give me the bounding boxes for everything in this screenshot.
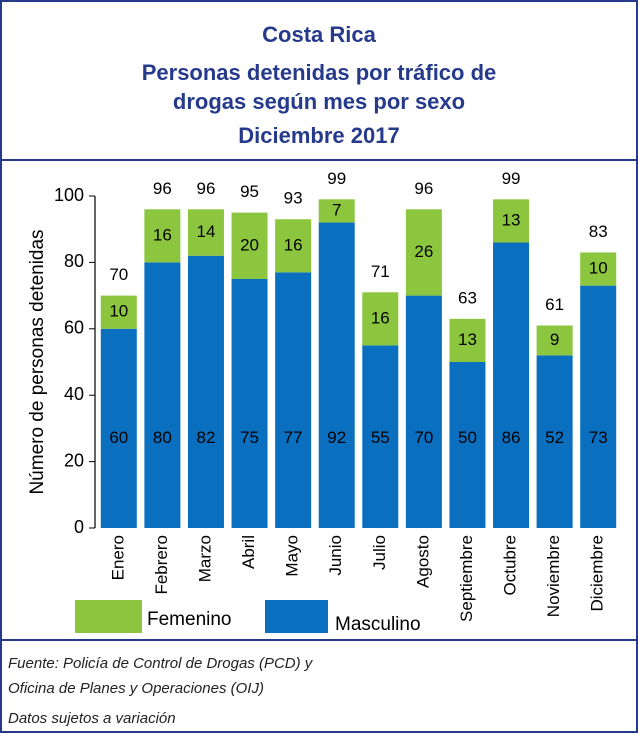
total-label: 96 [414,179,433,198]
bar-segment [187,209,224,256]
bar-segment [536,355,573,528]
x-tick-label: Noviembre [544,535,563,617]
data-label: 82 [196,428,215,447]
bar-segment [493,199,530,243]
bar-segment [231,279,268,528]
bar-segment [493,242,530,529]
title: Costa Rica [262,22,376,47]
data-label: 77 [284,428,303,447]
data-label: 86 [502,428,521,447]
data-label: 70 [414,428,433,447]
title: drogas según mes por sexo [173,89,465,114]
x-tick-label: Junio [326,535,345,576]
data-label: 75 [240,428,259,447]
legend-swatch [75,600,142,633]
data-label: 16 [284,235,303,254]
bar-segment [187,255,224,528]
title: Personas detenidas por tráfico de [142,60,497,85]
x-tick-label: Abril [239,535,258,569]
total-label: 93 [284,189,303,208]
data-label: 60 [109,428,128,447]
total-label: 83 [589,222,608,241]
x-tick-label: Enero [108,535,127,580]
bar-segment [100,328,137,528]
data-label: 55 [371,428,390,447]
bar-segment [405,295,442,528]
x-tick-label: Julio [370,535,389,570]
legend-label: Femenino [147,609,232,630]
note: Oficina de Planes y Operaciones (OIJ) [8,680,264,697]
data-label: 13 [502,210,521,229]
total-label: 96 [153,179,172,198]
total-label: 63 [458,288,477,307]
x-tick-label: Octubre [501,535,520,595]
data-label: 10 [589,259,608,278]
total-label: 96 [196,179,215,198]
bar-segment [362,292,399,346]
bar-segment [362,345,399,528]
data-label: 14 [196,222,215,241]
total-label: 71 [371,262,390,281]
data-label: 13 [458,330,477,349]
bar-segment [318,222,355,528]
x-tick-label: Diciembre [588,535,607,612]
data-label: 92 [327,428,346,447]
y-tick-label: 20 [64,450,84,470]
data-label: 52 [545,428,564,447]
bar-segment [231,212,268,279]
bar-segment [449,318,486,362]
bar-segment [449,362,486,528]
y-tick-label: 80 [64,251,84,271]
bar-segment [275,219,312,273]
y-tick-label: 40 [64,384,84,404]
y-axis-title: Número de personas detenidas [27,229,48,494]
note: Datos sujetos a variación [8,710,176,727]
x-tick-label: Agosto [413,535,432,588]
data-label: 16 [371,308,390,327]
total-label: 99 [502,169,521,188]
x-tick-label: Mayo [283,535,302,577]
total-label: 61 [545,295,564,314]
title: Diciembre 2017 [238,123,399,148]
data-label: 20 [240,235,259,254]
data-label: 9 [550,330,559,349]
y-tick-label: 60 [64,318,84,338]
total-label: 99 [327,169,346,188]
bar-segment [144,262,181,528]
data-label: 7 [332,200,341,219]
bar-segment [100,295,137,329]
total-label: 95 [240,182,259,201]
data-label: 10 [109,302,128,321]
data-label: 80 [153,428,172,447]
x-tick-label: Septiembre [457,535,476,622]
note: Fuente: Policía de Control de Drogas (PC… [8,655,314,672]
bar-segment [405,209,442,296]
x-tick-label: Febrero [152,535,171,595]
y-tick-label: 100 [54,185,84,205]
y-tick-label: 0 [74,517,84,537]
data-label: 16 [153,225,172,244]
bar-segment [580,252,617,286]
total-label: 70 [109,265,128,284]
bar-segment [536,325,573,356]
legend-label: Masculino [335,614,421,635]
bar-segment [580,285,617,528]
x-tick-label: Marzo [195,535,214,582]
legend-swatch [265,600,328,633]
data-label: 26 [414,242,433,261]
bar-segment [318,199,355,223]
data-label: 50 [458,428,477,447]
bar-segment [144,209,181,263]
data-label: 73 [589,428,608,447]
bar-segment [275,272,312,528]
